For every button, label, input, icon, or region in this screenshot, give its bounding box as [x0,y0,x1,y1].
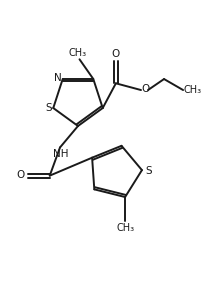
Text: S: S [146,166,152,176]
Text: NH: NH [53,149,69,159]
Text: CH₃: CH₃ [68,48,87,58]
Text: O: O [142,84,150,94]
Text: CH₃: CH₃ [116,223,134,233]
Text: N: N [54,73,62,83]
Text: CH₃: CH₃ [183,85,201,95]
Text: S: S [45,103,52,113]
Text: O: O [112,49,120,59]
Text: O: O [17,169,25,180]
